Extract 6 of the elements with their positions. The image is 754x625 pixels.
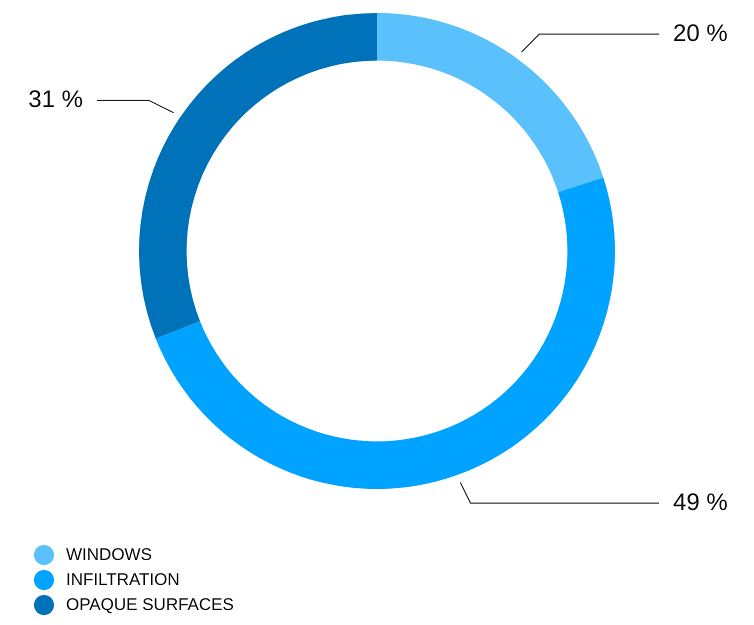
data-label: 31 % <box>28 86 83 113</box>
legend-label: OPAQUE SURFACES <box>66 594 234 614</box>
legend-label: INFILTRATION <box>66 570 180 590</box>
legend-label: WINDOWS <box>66 544 152 564</box>
data-label: 20 % <box>673 20 728 47</box>
data-label: 49 % <box>673 488 728 516</box>
